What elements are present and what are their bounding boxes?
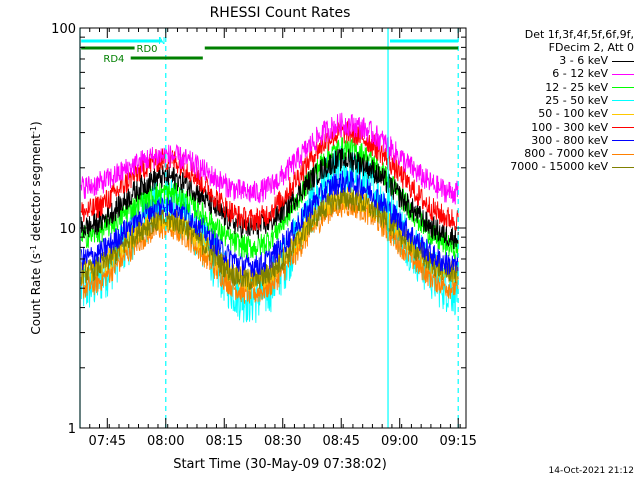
legend-swatch [612, 113, 634, 115]
x-axis-label: Start Time (30-May-09 07:38:02) [173, 457, 387, 472]
legend-item: 3 - 6 keV [559, 54, 634, 67]
x-tick-label-4: 08:45 [322, 434, 359, 449]
legend-swatch [612, 73, 634, 75]
legend-label: 800 - 7000 keV [524, 147, 608, 161]
y-tick-label-2: 100 [51, 22, 76, 37]
legend-label: 300 - 800 keV [531, 133, 608, 147]
legend-item: 100 - 300 keV [531, 121, 634, 134]
label-rd0: RD0 [137, 44, 158, 55]
legend-swatch [612, 140, 634, 142]
series-line-6 [80, 169, 459, 278]
chart-title: RHESSI Count Rates [210, 5, 351, 21]
legend-item: 7000 - 15000 keV [510, 160, 634, 173]
series-line-5 [80, 120, 459, 232]
series-layer [80, 112, 459, 323]
y-tick-label-0: 1 [68, 422, 76, 437]
legend-swatch [612, 60, 634, 62]
series-line-1 [80, 112, 459, 205]
legend-swatch [612, 87, 634, 89]
label-n: N [158, 36, 165, 47]
series-line-0 [80, 147, 459, 250]
legend-swatch [612, 166, 634, 168]
legend-label: 100 - 300 keV [531, 120, 608, 134]
x-tick-label-6: 09:15 [439, 434, 476, 449]
legend-swatch [612, 153, 634, 155]
legend-label: 50 - 100 keV [538, 107, 608, 121]
legend-label: 25 - 50 keV [545, 93, 608, 107]
legend-label: 7000 - 15000 keV [510, 160, 608, 174]
y-tick-label-1: 10 [59, 222, 76, 237]
legend-label: 6 - 12 keV [552, 67, 608, 81]
legend-header-2: FDecim 2, Att 0 [548, 41, 634, 54]
label-rd4: RD4 [103, 54, 124, 65]
legend-item: 300 - 800 keV [531, 134, 634, 147]
legend-item: 25 - 50 keV [545, 94, 634, 107]
legend-label: 12 - 25 keV [545, 80, 608, 94]
legend-label: 3 - 6 keV [559, 54, 608, 67]
x-tick-label-2: 08:15 [206, 434, 243, 449]
timestamp: 14-Oct-2021 21:12 [548, 466, 634, 476]
legend-item: 50 - 100 keV [538, 107, 634, 120]
legend-swatch [612, 127, 634, 128]
x-tick-label-3: 08:30 [264, 434, 301, 449]
legend-item: 800 - 7000 keV [524, 147, 634, 160]
y-axis-label: Count Rate (s-1 detector segment-1) [29, 121, 44, 334]
legend-item: 6 - 12 keV [552, 67, 634, 80]
x-tick-label-1: 08:00 [147, 434, 184, 449]
legend-swatch [612, 100, 634, 102]
x-tick-label-0: 07:45 [89, 434, 126, 449]
legend-item: 12 - 25 keV [545, 81, 634, 94]
legend-header-1: Det 1f,3f,4f,5f,6f,9f, [524, 28, 634, 41]
x-tick-label-5: 09:00 [381, 434, 418, 449]
